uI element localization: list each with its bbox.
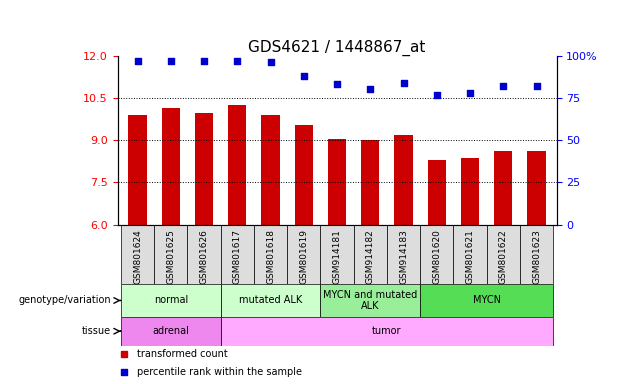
FancyBboxPatch shape: [221, 284, 321, 317]
Text: GSM801617: GSM801617: [233, 229, 242, 285]
Point: [119, 369, 129, 375]
Text: normal: normal: [154, 295, 188, 306]
Point: [432, 91, 442, 98]
Text: genotype/variation: genotype/variation: [18, 295, 111, 306]
Point: [532, 83, 542, 89]
FancyBboxPatch shape: [121, 317, 221, 346]
Text: GSM914182: GSM914182: [366, 229, 375, 284]
Point: [299, 73, 309, 79]
FancyBboxPatch shape: [453, 225, 487, 284]
Point: [399, 79, 409, 86]
FancyBboxPatch shape: [221, 317, 553, 346]
Bar: [261, 115, 280, 225]
Bar: [361, 140, 380, 225]
Text: GSM801626: GSM801626: [200, 229, 209, 284]
Text: percentile rank within the sample: percentile rank within the sample: [137, 366, 302, 377]
FancyBboxPatch shape: [121, 284, 221, 317]
FancyBboxPatch shape: [254, 225, 287, 284]
Text: transformed count: transformed count: [137, 349, 228, 359]
Text: GSM801623: GSM801623: [532, 229, 541, 284]
Bar: [494, 151, 513, 225]
Text: adrenal: adrenal: [153, 326, 190, 336]
Point: [166, 58, 176, 64]
Text: tumor: tumor: [372, 326, 402, 336]
Bar: [195, 113, 213, 225]
Text: GSM801619: GSM801619: [300, 229, 308, 285]
FancyBboxPatch shape: [354, 225, 387, 284]
Text: GSM801621: GSM801621: [466, 229, 474, 284]
Point: [119, 351, 129, 357]
FancyBboxPatch shape: [221, 225, 254, 284]
Bar: [527, 151, 546, 225]
Bar: [427, 160, 446, 225]
Point: [232, 58, 242, 64]
Bar: [162, 108, 180, 225]
FancyBboxPatch shape: [321, 284, 420, 317]
Text: MYCN: MYCN: [473, 295, 501, 306]
FancyBboxPatch shape: [520, 225, 553, 284]
FancyBboxPatch shape: [188, 225, 221, 284]
Point: [332, 81, 342, 88]
FancyBboxPatch shape: [154, 225, 188, 284]
Bar: [294, 125, 313, 225]
FancyBboxPatch shape: [121, 225, 154, 284]
Text: GSM914181: GSM914181: [333, 229, 342, 284]
Bar: [128, 115, 147, 225]
Text: GSM801622: GSM801622: [499, 229, 508, 284]
Text: GSM914183: GSM914183: [399, 229, 408, 284]
FancyBboxPatch shape: [487, 225, 520, 284]
Point: [199, 58, 209, 64]
Point: [365, 86, 375, 93]
FancyBboxPatch shape: [287, 225, 321, 284]
Bar: [394, 134, 413, 225]
Text: MYCN and mutated
ALK: MYCN and mutated ALK: [323, 290, 417, 311]
Point: [265, 60, 275, 66]
Point: [132, 58, 142, 64]
Text: GSM801620: GSM801620: [432, 229, 441, 284]
FancyBboxPatch shape: [420, 284, 553, 317]
Text: GSM801625: GSM801625: [167, 229, 176, 284]
Bar: [228, 105, 247, 225]
Text: GSM801618: GSM801618: [266, 229, 275, 285]
FancyBboxPatch shape: [321, 225, 354, 284]
Point: [465, 90, 475, 96]
Text: GSM801624: GSM801624: [133, 229, 142, 284]
FancyBboxPatch shape: [387, 225, 420, 284]
FancyBboxPatch shape: [420, 225, 453, 284]
Bar: [328, 139, 346, 225]
Point: [498, 83, 508, 89]
Title: GDS4621 / 1448867_at: GDS4621 / 1448867_at: [249, 40, 425, 56]
Text: mutated ALK: mutated ALK: [239, 295, 302, 306]
Text: tissue: tissue: [82, 326, 111, 336]
Bar: [461, 159, 479, 225]
